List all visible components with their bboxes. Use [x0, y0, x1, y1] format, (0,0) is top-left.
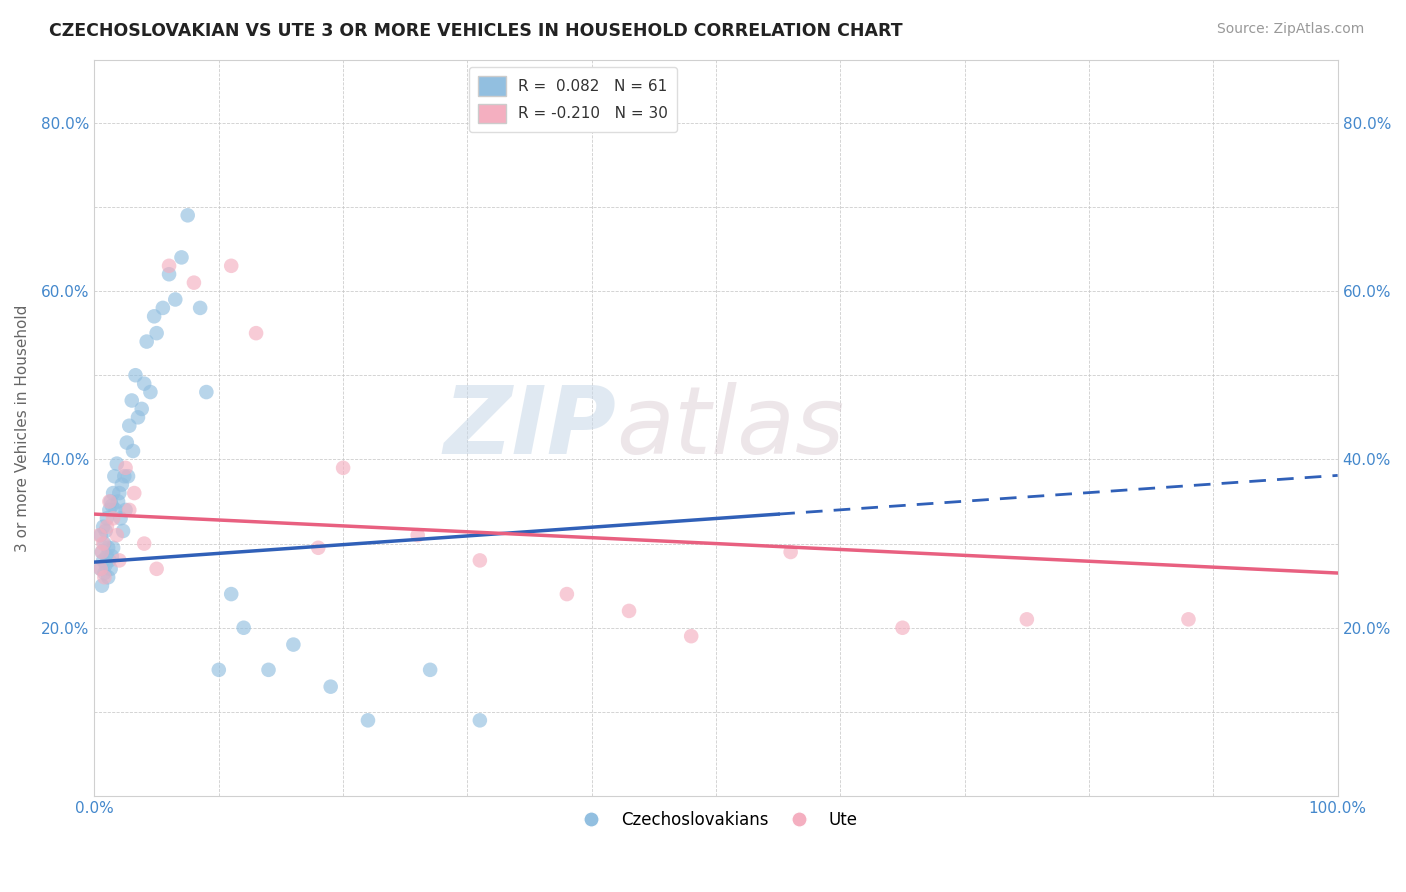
Point	[98, 503, 121, 517]
Point	[105, 457, 128, 471]
Point	[195, 385, 218, 400]
Point	[90, 562, 112, 576]
Point	[118, 503, 141, 517]
Point	[97, 541, 120, 555]
Point	[94, 524, 117, 538]
Point	[93, 570, 115, 584]
Point	[891, 621, 914, 635]
Point	[468, 714, 491, 728]
Point	[89, 528, 111, 542]
Point	[90, 545, 112, 559]
Point	[104, 503, 127, 517]
Point	[98, 553, 121, 567]
Point	[219, 259, 242, 273]
Point	[219, 587, 242, 601]
Point	[134, 536, 156, 550]
Point	[555, 587, 578, 601]
Point	[96, 520, 118, 534]
Point	[122, 444, 145, 458]
Point	[681, 629, 703, 643]
Point	[406, 528, 429, 542]
Point	[90, 562, 112, 576]
Point	[357, 714, 380, 728]
Point	[257, 663, 280, 677]
Point	[122, 486, 145, 500]
Point	[134, 376, 156, 391]
Point	[1015, 612, 1038, 626]
Point	[170, 251, 193, 265]
Point	[94, 558, 117, 572]
Point	[157, 259, 180, 273]
Point	[107, 494, 129, 508]
Point	[100, 494, 122, 508]
Point	[93, 566, 115, 580]
Point	[101, 541, 124, 555]
Point	[183, 276, 205, 290]
Text: Source: ZipAtlas.com: Source: ZipAtlas.com	[1216, 22, 1364, 37]
Point	[111, 477, 134, 491]
Point	[90, 528, 112, 542]
Point	[98, 494, 121, 508]
Point	[93, 536, 115, 550]
Point	[307, 541, 329, 555]
Text: ZIP: ZIP	[444, 382, 617, 474]
Point	[101, 499, 124, 513]
Point	[91, 520, 114, 534]
Point	[208, 663, 231, 677]
Point	[139, 385, 162, 400]
Point	[100, 562, 122, 576]
Point	[96, 549, 118, 564]
Point	[101, 511, 124, 525]
Point	[779, 545, 801, 559]
Point	[232, 621, 254, 635]
Point	[143, 310, 166, 324]
Point	[91, 553, 114, 567]
Point	[1177, 612, 1199, 626]
Point	[115, 435, 138, 450]
Point	[96, 511, 118, 525]
Point	[112, 469, 135, 483]
Point	[419, 663, 441, 677]
Y-axis label: 3 or more Vehicles in Household: 3 or more Vehicles in Household	[15, 304, 30, 551]
Point	[101, 549, 124, 564]
Point	[108, 553, 131, 567]
Point	[103, 469, 125, 483]
Point	[105, 528, 128, 542]
Text: atlas: atlas	[617, 383, 845, 474]
Point	[135, 334, 157, 349]
Point	[101, 486, 124, 500]
Point	[91, 536, 114, 550]
Point	[617, 604, 640, 618]
Point	[114, 503, 136, 517]
Text: CZECHOSLOVAKIAN VS UTE 3 OR MORE VEHICLES IN HOUSEHOLD CORRELATION CHART: CZECHOSLOVAKIAN VS UTE 3 OR MORE VEHICLE…	[49, 22, 903, 40]
Point	[118, 418, 141, 433]
Point	[114, 460, 136, 475]
Point	[97, 570, 120, 584]
Point	[245, 326, 267, 340]
Point	[283, 638, 305, 652]
Point	[152, 301, 174, 315]
Point	[108, 486, 131, 500]
Point	[131, 401, 153, 416]
Point	[145, 562, 167, 576]
Point	[90, 545, 112, 559]
Point	[319, 680, 342, 694]
Point	[468, 553, 491, 567]
Legend: Czechoslovakians, Ute: Czechoslovakians, Ute	[568, 805, 865, 836]
Point	[124, 368, 146, 383]
Point	[121, 393, 143, 408]
Point	[112, 524, 135, 538]
Point	[117, 469, 139, 483]
Point	[90, 579, 112, 593]
Point	[165, 293, 187, 307]
Point	[157, 267, 180, 281]
Point	[188, 301, 211, 315]
Point	[127, 410, 149, 425]
Point	[177, 208, 200, 222]
Point	[332, 460, 354, 475]
Point	[110, 511, 132, 525]
Point	[145, 326, 167, 340]
